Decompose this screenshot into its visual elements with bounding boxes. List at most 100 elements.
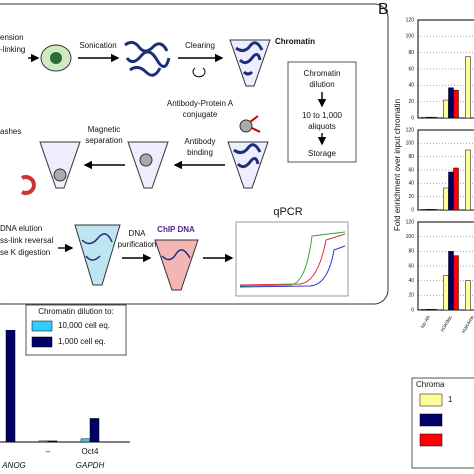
panel-label: B — [378, 1, 389, 18]
tube-content — [235, 41, 264, 76]
legend-label: 1 — [448, 395, 453, 404]
qpcr-curves — [239, 231, 346, 288]
y-tick-label: 80 — [408, 249, 414, 255]
group-label: GAPDH — [76, 461, 105, 470]
bar — [426, 116, 432, 119]
step-label: qPCR — [273, 206, 302, 218]
legend-swatch — [31, 336, 53, 348]
step-label: ension — [0, 33, 24, 42]
bar — [431, 116, 437, 119]
step-label: binding — [187, 148, 213, 157]
rotation-icon — [192, 67, 206, 78]
bar — [47, 440, 58, 442]
nucleus-icon — [50, 52, 62, 64]
legend-title: Chroma — [416, 380, 445, 389]
group-label: ANOG — [1, 461, 26, 470]
step-label: Chromatin — [304, 69, 341, 78]
y-tick-label: 60 — [408, 263, 414, 269]
bar — [448, 251, 454, 311]
bars — [421, 251, 471, 311]
step-label: ChIP DNA — [157, 225, 195, 234]
tube — [74, 224, 121, 286]
bar — [38, 440, 49, 442]
legend-label: 1,000 cell eq. — [58, 337, 106, 346]
bar — [453, 255, 459, 311]
bar — [453, 167, 459, 211]
bead-icon — [139, 153, 153, 167]
y-tick-label: 120 — [406, 219, 415, 225]
y-tick-label: 40 — [408, 278, 414, 284]
y-tick-label: 100 — [406, 234, 415, 240]
x-tick-label: – — [46, 447, 51, 456]
tube-content — [233, 143, 262, 169]
step-label: Chromatin — [275, 37, 315, 46]
bar — [448, 171, 454, 211]
y-tick-label: 40 — [408, 181, 414, 187]
legend-title: Chromatin dilution to: — [38, 307, 114, 316]
step-label: ss-link reversal — [0, 236, 54, 245]
bar — [426, 309, 432, 311]
y-tick-label: 40 — [408, 83, 414, 89]
legend-swatch — [419, 433, 443, 447]
legend-label: 10,000 cell eq. — [58, 321, 110, 330]
bead-icon — [239, 119, 253, 133]
legend-swatch — [31, 320, 53, 332]
y-tick-label: 0 — [411, 207, 414, 213]
bar — [80, 438, 91, 442]
tube-content — [81, 233, 113, 261]
bar — [465, 280, 471, 311]
x-tick-label: H3K4me — [461, 314, 474, 334]
legend-swatch — [419, 393, 443, 407]
step-label: separation — [85, 136, 122, 145]
step-label: DNA — [129, 229, 147, 238]
step-label: aliquots — [308, 122, 336, 131]
y-tick-label: 120 — [406, 17, 415, 23]
tube — [39, 141, 81, 189]
y-tick-label: 20 — [408, 293, 414, 299]
step-label: Magnetic — [88, 125, 120, 134]
tube-content — [161, 249, 191, 261]
legend-swatch — [419, 413, 443, 427]
bar — [443, 275, 449, 311]
bead-icon — [53, 168, 67, 182]
tube — [154, 239, 199, 291]
step-label: Antibody — [184, 137, 215, 146]
bar — [421, 309, 427, 311]
bars — [5, 330, 100, 442]
bar — [453, 89, 459, 119]
bar — [5, 330, 16, 442]
step-label: DNA elution — [0, 224, 42, 233]
y-tick-label: 20 — [408, 194, 414, 200]
step-label: Sonication — [79, 41, 116, 50]
diagram-frame — [0, 3, 389, 305]
bar — [443, 187, 449, 211]
bar — [89, 418, 100, 442]
step-label: Antibody-Protein A — [167, 99, 234, 108]
step-label: Clearing — [185, 41, 215, 50]
bars — [421, 149, 471, 211]
step-label: conjugate — [183, 110, 218, 119]
y-tick-label: 60 — [408, 167, 414, 173]
x-tick-label: No Ab — [420, 314, 432, 329]
step-label: ashes — [0, 127, 21, 136]
step-label: Storage — [308, 149, 337, 158]
step-label: -linking — [0, 45, 25, 54]
step-label: 10 to 1,000 — [302, 111, 343, 120]
bar — [465, 149, 471, 211]
y-tick-label: 60 — [408, 66, 414, 72]
bar — [421, 209, 427, 211]
y-axis-label: Fold enrichment over input chromatin — [393, 99, 402, 231]
x-tick-label: Oct4 — [82, 447, 99, 456]
y-tick-label: 80 — [408, 154, 414, 160]
bar — [426, 209, 432, 211]
step-label: purification — [118, 240, 157, 249]
y-tick-label: 20 — [408, 99, 414, 105]
x-tick-label: H3K9ac — [440, 314, 454, 333]
y-tick-label: 80 — [408, 50, 414, 56]
bars — [421, 56, 471, 119]
antibody-icon — [249, 115, 261, 133]
bar — [465, 56, 471, 119]
bar — [431, 209, 437, 211]
y-tick-label: 120 — [406, 127, 415, 133]
